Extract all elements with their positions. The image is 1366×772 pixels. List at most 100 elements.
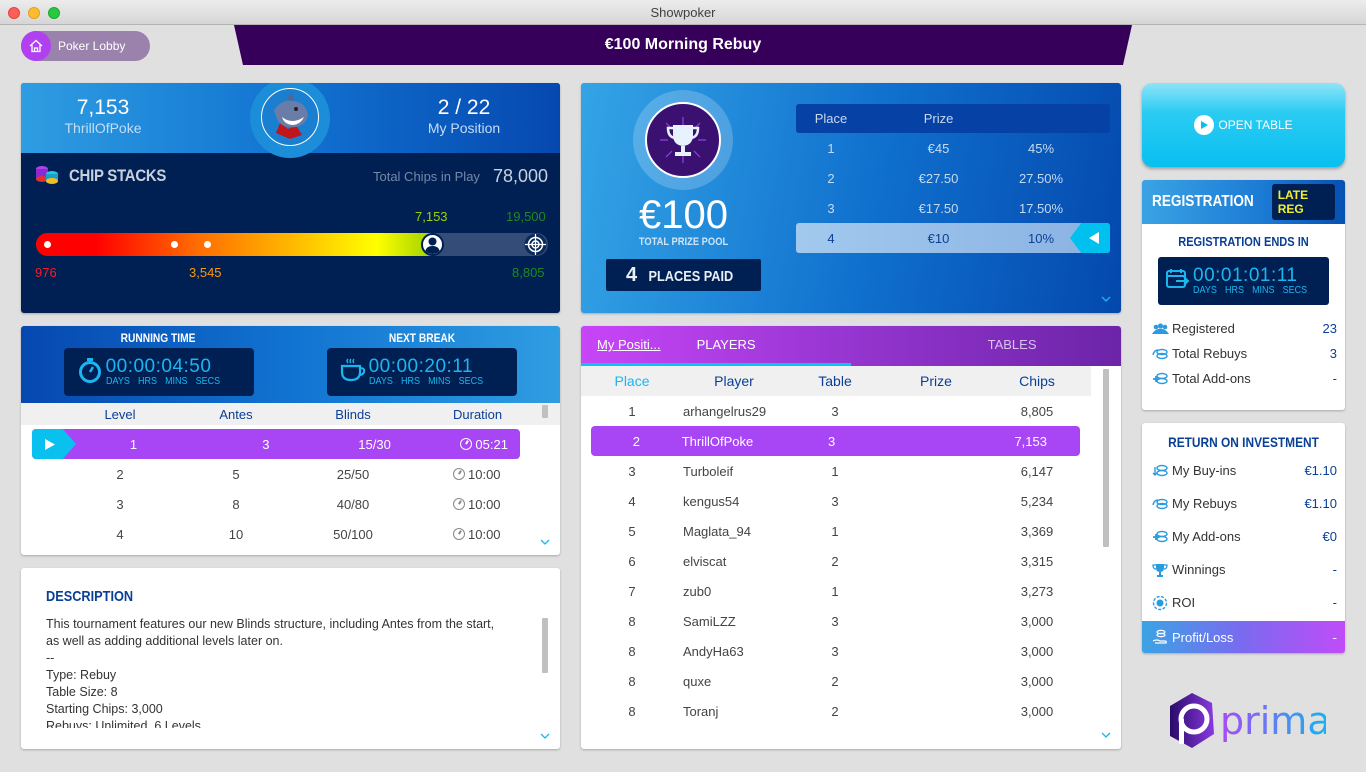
header-prize[interactable]: Prize: [920, 373, 952, 389]
player-name: SamiLZZ: [683, 613, 736, 629]
header-place[interactable]: Place: [614, 373, 650, 389]
player-row[interactable]: 8 Toranj 2 3,000: [581, 696, 1091, 726]
my-chips-stat: 7,153 ThrillOfPoke: [23, 96, 183, 137]
total-addons-value: -: [1332, 371, 1337, 386]
my-addons-label: My Add-ons: [1172, 529, 1241, 544]
player-place: 1: [628, 403, 636, 419]
player-row[interactable]: 6 elviscat 2 3,315: [581, 546, 1091, 576]
levels-table-header: Level Antes Blinds Duration: [21, 403, 560, 425]
poker-lobby-button[interactable]: Poker Lobby: [21, 31, 150, 61]
roi-card: RETURN ON INVESTMENT My Buy-ins €1.10 My…: [1142, 423, 1345, 653]
level-row: 4 10 50/100 10:00: [21, 519, 560, 549]
registered-value: 23: [1322, 321, 1337, 336]
player-chips: 5,234: [1020, 493, 1054, 509]
unit-hrs: HRS: [137, 375, 157, 387]
my-buyins-row: My Buy-ins €1.10: [1142, 454, 1345, 487]
payout-place: 1: [827, 140, 835, 156]
rebuy-chips-icon: [1152, 497, 1170, 511]
tab-my-position[interactable]: My Positi...: [597, 337, 661, 352]
player-chips: 7,153: [1014, 433, 1047, 449]
players-card: My Positi... PLAYERS TABLES Place Player…: [581, 326, 1121, 749]
unit-mins: MINS: [164, 375, 188, 387]
my-position-user-icon: [421, 233, 444, 256]
header-level: Level: [104, 406, 136, 422]
player-table: 1: [831, 523, 839, 539]
registered-stat: Registered 23: [1142, 316, 1345, 341]
description-scrollbar[interactable]: [542, 618, 548, 673]
my-addons-value: €0: [1322, 529, 1337, 544]
tab-tables[interactable]: TABLES: [987, 337, 1037, 352]
next-break-label: NEXT BREAK: [388, 331, 456, 345]
level-row: 2 5 25/50 10:00: [21, 459, 560, 489]
players-scrollbar[interactable]: [1103, 369, 1109, 547]
chevron-down-icon[interactable]: [540, 730, 550, 740]
levels-scrollbar[interactable]: [542, 405, 548, 418]
player-chips: 3,000: [1020, 703, 1054, 719]
open-table-button[interactable]: OPEN TABLE: [1142, 83, 1345, 167]
player-chips: 3,369: [1020, 523, 1054, 539]
player-row[interactable]: 8 quxe 2 3,000: [581, 666, 1091, 696]
header-antes: Antes: [219, 406, 253, 422]
payout-header-prize: Prize: [923, 111, 954, 126]
level-blinds: 25/50: [336, 466, 370, 482]
header-chips[interactable]: Chips: [1019, 373, 1055, 389]
chevron-down-icon[interactable]: [540, 536, 550, 546]
tab-players[interactable]: PLAYERS: [696, 337, 756, 352]
player-name: arhangelrus29: [683, 403, 767, 419]
avatar: [250, 83, 332, 158]
unit-days: DAYS: [105, 375, 130, 387]
my-rebuys-row: My Rebuys €1.10: [1142, 487, 1345, 520]
player-row[interactable]: 8 AndyHa63 3 3,000: [581, 636, 1091, 666]
player-row[interactable]: 8 SamiLZZ 3 3,000: [581, 606, 1091, 636]
late-reg-badge: LATE REG: [1271, 184, 1335, 220]
player-row[interactable]: 5 Maglata_94 1 3,369: [581, 516, 1091, 546]
my-stack-label: 7,153: [415, 209, 448, 224]
payout-place: 3: [827, 200, 835, 216]
hand-coins-icon: [1152, 629, 1170, 644]
my-chips-value: 7,153: [76, 96, 130, 119]
next-break-box: 00:00:20:11 DAYS HRS MINS SECS: [327, 348, 517, 396]
my-buyins-value: €1.10: [1304, 463, 1337, 478]
player-row[interactable]: 1 arhangelrus29 3 8,805: [581, 396, 1091, 426]
roi-value: -: [1332, 595, 1337, 610]
player-place: 3: [628, 463, 636, 479]
level-row: 3 8 40/80 10:00: [21, 489, 560, 519]
header-table[interactable]: Table: [818, 373, 852, 389]
player-place: 7: [628, 583, 636, 599]
winnings-row: Winnings -: [1142, 553, 1345, 586]
header-player[interactable]: Player: [714, 373, 754, 389]
chevron-down-icon[interactable]: [1101, 729, 1111, 739]
leader-stack-label: 8,805: [512, 265, 545, 280]
payout-row: 2 €27.50 27.50%: [796, 163, 1110, 193]
total-rebuys-stat: Total Rebuys 3: [1142, 341, 1345, 366]
player-row[interactable]: 7 zub0 1 3,273: [581, 576, 1091, 606]
payout-row: 3 €17.50 17.50%: [796, 193, 1110, 223]
player-table: 1: [831, 583, 839, 599]
timer-icon: [453, 527, 465, 540]
my-addons-row: My Add-ons €0: [1142, 520, 1345, 553]
rebuy-chips-icon: [1152, 347, 1170, 361]
min-stack-label: 976: [35, 265, 57, 280]
running-time-label: RUNNING TIME: [120, 331, 196, 345]
player-row-me[interactable]: 2 ThrillOfPoke 3 7,153: [591, 426, 1080, 456]
payout-prize: €27.50: [918, 170, 959, 186]
zoom-window-button[interactable]: [48, 7, 60, 19]
close-window-button[interactable]: [8, 7, 20, 19]
payout-place: 2: [827, 170, 835, 186]
player-name: ThrillOfPoke: [681, 433, 754, 449]
player-row[interactable]: 3 Turboleif 1 6,147: [581, 456, 1091, 486]
chevron-down-icon[interactable]: [1101, 293, 1111, 303]
calendar-arrow-icon: [1166, 268, 1190, 295]
player-place: 8: [628, 703, 636, 719]
player-name: Maglata_94: [683, 523, 751, 539]
player-chips: 3,315: [1020, 553, 1054, 569]
level-blinds: 50/100: [333, 526, 373, 542]
minimize-window-button[interactable]: [28, 7, 40, 19]
my-position-stat: 2 / 22 My Position: [384, 97, 544, 137]
profit-loss-value: -: [1332, 629, 1337, 645]
player-row[interactable]: 4 kengus54 3 5,234: [581, 486, 1091, 516]
registration-ends-label: REGISTRATION ENDS IN: [1178, 234, 1309, 249]
total-rebuys-value: 3: [1329, 346, 1337, 361]
timer-icon: [460, 437, 473, 450]
player-chips: 3,000: [1020, 613, 1054, 629]
